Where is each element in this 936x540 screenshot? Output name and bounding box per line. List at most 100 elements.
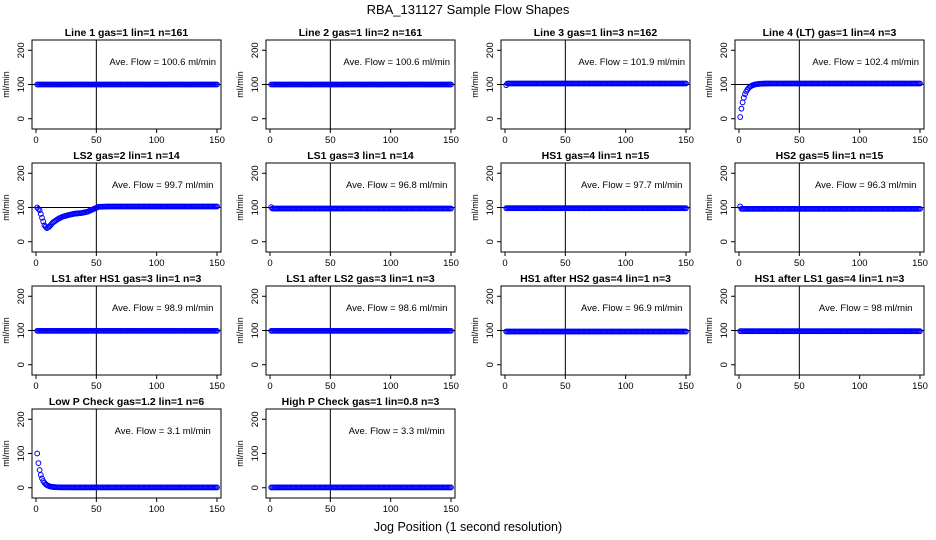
data-point xyxy=(214,327,220,334)
x-tick-label: 100 xyxy=(383,504,399,515)
data-points xyxy=(268,484,454,491)
x-tick-label: 100 xyxy=(383,381,399,392)
panel-title: Low P Check gas=1.2 lin=1 n=6 xyxy=(49,396,204,408)
panel-frame xyxy=(31,39,222,130)
x-tick-label: 0 xyxy=(736,135,741,146)
y-tick-label: 200 xyxy=(16,165,27,181)
y-tick-label: 100 xyxy=(250,323,261,339)
x-tick-label: 0 xyxy=(267,504,272,515)
panel: High P Check gas=1 lin=0.8 n=3 ml/min 0 50 1… xyxy=(235,396,459,515)
data-points xyxy=(34,327,220,334)
panel: LS1 after HS1 gas=3 lin=1 n=3 ml/min 0 50 10… xyxy=(1,273,225,392)
x-tick-label: 0 xyxy=(502,381,507,392)
panel-y-label: ml/min xyxy=(235,194,245,221)
data-point xyxy=(740,94,747,101)
x-tick-label: 150 xyxy=(209,135,225,146)
panel-frame xyxy=(265,162,456,253)
x-tick-label: 0 xyxy=(33,258,38,269)
y-tick-label: 0 xyxy=(250,239,261,244)
data-point xyxy=(448,205,454,212)
panel-grid: Line 1 gas=1 lin=1 n=161 ml/min 0 50 100 150 0… xyxy=(1,27,928,515)
panel-frame xyxy=(31,285,222,376)
y-tick-label: 200 xyxy=(485,42,496,58)
panel-frame xyxy=(734,285,925,376)
panel-y-label: ml/min xyxy=(235,71,245,98)
average-flow-annotation: Ave. Flow = 98.9 ml/min xyxy=(112,303,213,314)
panel-title: Line 4 (LT) gas=1 lin=4 n=3 xyxy=(763,27,897,39)
panel: Line 2 gas=1 lin=2 n=161 ml/min 0 50 100 150 0… xyxy=(235,27,459,146)
data-points xyxy=(503,205,689,212)
panel-y-label: ml/min xyxy=(470,194,480,221)
panel: Low P Check gas=1.2 lin=1 n=6 ml/min 0 50 10… xyxy=(1,396,225,515)
data-point xyxy=(739,99,746,106)
y-tick-label: 100 xyxy=(16,446,27,462)
data-points xyxy=(268,327,454,334)
panel-y-label: ml/min xyxy=(704,317,714,344)
panel: LS2 gas=2 lin=1 n=14 ml/min 0 50 100 150 0 100 2… xyxy=(1,150,225,269)
x-tick-label: 150 xyxy=(678,381,694,392)
panel-title: LS1 after HS1 gas=3 lin=1 n=3 xyxy=(52,273,202,285)
x-tick-label: 50 xyxy=(325,135,336,146)
data-point xyxy=(214,203,220,210)
panel-title: Line 1 gas=1 lin=1 n=161 xyxy=(65,27,189,39)
data-point xyxy=(448,484,454,491)
average-flow-annotation: Ave. Flow = 100.6 ml/min xyxy=(343,57,450,68)
y-tick-label: 200 xyxy=(719,165,730,181)
y-tick-label: 0 xyxy=(16,362,27,367)
x-tick-label: 0 xyxy=(736,381,741,392)
y-tick-label: 100 xyxy=(16,200,27,216)
data-point xyxy=(40,218,47,225)
panel-title: HS1 after HS2 gas=4 lin=1 n=3 xyxy=(520,273,671,285)
average-flow-annotation: Ave. Flow = 101.9 ml/min xyxy=(578,57,685,68)
data-points xyxy=(737,80,923,120)
panel-y-label: ml/min xyxy=(1,317,11,344)
y-tick-label: 200 xyxy=(485,288,496,304)
y-tick-label: 200 xyxy=(250,42,261,58)
data-point xyxy=(35,205,42,212)
panel-title: LS2 gas=2 lin=1 n=14 xyxy=(73,150,180,162)
panel-y-label: ml/min xyxy=(704,71,714,98)
x-tick-label: 50 xyxy=(560,135,571,146)
x-tick-label: 50 xyxy=(91,381,102,392)
data-points xyxy=(268,204,454,212)
data-points xyxy=(34,81,220,88)
panel: LS1 gas=3 lin=1 n=14 ml/min 0 50 100 150 0 100 2… xyxy=(235,150,459,269)
data-points xyxy=(737,203,923,212)
x-tick-label: 50 xyxy=(794,135,805,146)
panel-title: Line 3 gas=1 lin=3 n=162 xyxy=(534,27,658,39)
x-tick-label: 50 xyxy=(794,381,805,392)
y-tick-label: 100 xyxy=(485,200,496,216)
data-point xyxy=(737,114,744,120)
data-point xyxy=(36,207,43,214)
panel-frame xyxy=(734,162,925,253)
data-point xyxy=(683,205,689,212)
panel-y-label: ml/min xyxy=(470,71,480,98)
y-tick-label: 100 xyxy=(250,446,261,462)
panel-title: Line 2 gas=1 lin=2 n=161 xyxy=(299,27,423,39)
x-tick-label: 150 xyxy=(443,258,459,269)
data-point xyxy=(917,205,923,212)
y-tick-label: 0 xyxy=(250,362,261,367)
data-points xyxy=(503,80,689,89)
panel-y-label: ml/min xyxy=(1,440,11,467)
y-tick-label: 200 xyxy=(16,288,27,304)
panel-frame xyxy=(500,162,691,253)
x-tick-label: 150 xyxy=(209,258,225,269)
panel-y-label: ml/min xyxy=(235,440,245,467)
data-point xyxy=(36,467,43,473)
x-tick-label: 100 xyxy=(149,135,165,146)
data-points xyxy=(737,328,923,335)
y-tick-label: 0 xyxy=(16,116,27,121)
y-tick-label: 100 xyxy=(16,323,27,339)
x-tick-label: 50 xyxy=(325,504,336,515)
panel-y-label: ml/min xyxy=(470,317,480,344)
x-tick-label: 150 xyxy=(209,504,225,515)
x-tick-label: 150 xyxy=(443,504,459,515)
figure-title: RBA_131127 Sample Flow Shapes xyxy=(367,2,570,17)
panel-y-label: ml/min xyxy=(1,194,11,221)
data-point xyxy=(448,81,454,88)
data-point xyxy=(214,484,220,491)
panel-frame xyxy=(734,39,925,130)
panel-y-label: ml/min xyxy=(704,194,714,221)
average-flow-annotation: Ave. Flow = 102.4 ml/min xyxy=(812,57,919,68)
